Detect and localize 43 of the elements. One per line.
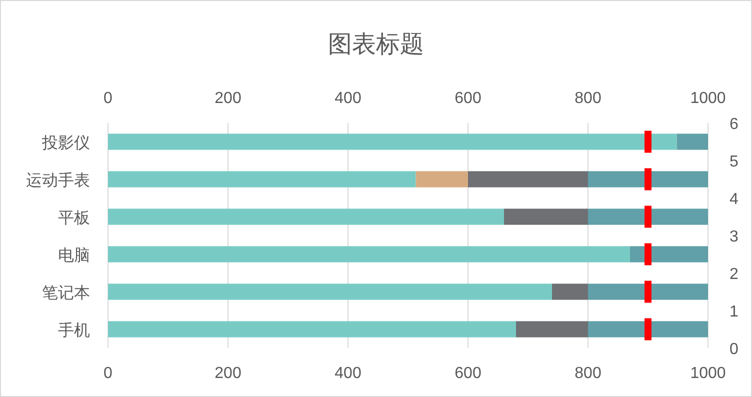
y-tick-label: 手机 <box>58 321 90 340</box>
bar <box>588 284 708 300</box>
x2-tick-label: 0 <box>104 90 113 107</box>
y-tick-label: 投影仪 <box>41 134 90 152</box>
bar <box>108 321 516 338</box>
x-tick-label: 0 <box>104 365 113 382</box>
bar <box>108 171 416 188</box>
bar <box>108 246 630 262</box>
bar <box>676 134 708 150</box>
y-tick-label: 电脑 <box>58 246 90 264</box>
x-tick-label: 600 <box>454 365 482 382</box>
x2-tick-label: 400 <box>334 90 362 107</box>
y-tick-label: 平板 <box>58 210 90 227</box>
y2-tick-label: 0 <box>730 341 739 358</box>
bar <box>108 134 677 150</box>
y-tick-label: 笔记本 <box>42 284 90 302</box>
y2-tick-label: 3 <box>730 228 739 246</box>
bar <box>588 208 708 225</box>
x2-tick-label: 600 <box>454 90 482 107</box>
x-tick-label: 200 <box>214 365 242 382</box>
bar <box>416 171 468 188</box>
bar <box>630 246 708 262</box>
y2-tick-label: 6 <box>730 116 739 133</box>
x2-tick-label: 200 <box>214 90 242 107</box>
x2-tick-label: 800 <box>574 90 602 107</box>
y2-tick-label: 4 <box>730 191 739 208</box>
x-tick-label: 800 <box>574 365 602 382</box>
bar <box>468 171 588 188</box>
bar <box>504 208 588 225</box>
y2-tick-label: 2 <box>730 266 739 283</box>
x-tick-label: 400 <box>334 365 362 382</box>
x2-tick-label: 1000 <box>690 90 726 107</box>
x-tick-label: 1000 <box>690 365 726 382</box>
y2-tick-label: 1 <box>730 304 739 320</box>
bar <box>108 208 504 225</box>
y2-tick-label: 5 <box>730 154 739 170</box>
bar <box>588 171 708 188</box>
bar <box>108 284 552 300</box>
chart-title: 图表标题 <box>328 31 424 58</box>
bar <box>516 321 588 338</box>
bar <box>552 284 588 300</box>
y-tick-label: 运动手表 <box>26 171 90 190</box>
bar <box>588 321 708 338</box>
